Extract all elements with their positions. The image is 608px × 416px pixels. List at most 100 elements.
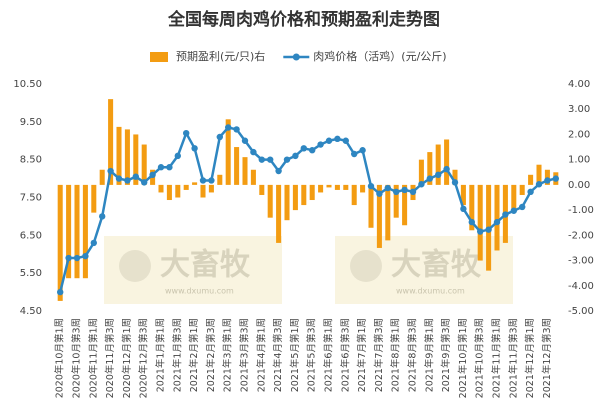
- bar: [309, 184, 315, 201]
- bar: [91, 184, 97, 213]
- legend-swatch: [150, 52, 168, 62]
- bar: [402, 184, 408, 226]
- bar: [158, 184, 164, 193]
- line-marker: [99, 213, 106, 220]
- x-tick-label: 2021年2月第3周: [205, 318, 217, 392]
- line-marker: [149, 171, 156, 178]
- line-marker: [250, 148, 257, 156]
- line-marker: [342, 137, 349, 144]
- y-tick-label: 8.50: [20, 155, 42, 166]
- bar: [200, 184, 206, 198]
- x-tick-label: 2020年11月第3周: [104, 318, 116, 398]
- line-marker: [359, 147, 366, 154]
- bar: [376, 184, 382, 248]
- x-tick-label: 2021年12月第1周: [524, 318, 536, 398]
- bar: [452, 169, 458, 185]
- line-marker: [519, 203, 526, 211]
- bar: [234, 147, 240, 185]
- watermark-url: www.dxumu.com: [396, 287, 465, 296]
- line-marker: [199, 177, 207, 184]
- x-tick-label: 2021年2月第1周: [188, 318, 200, 392]
- bar: [301, 184, 307, 206]
- x-tick-label: 2021年11月第3周: [507, 318, 519, 398]
- y-tick-label: 9.50: [20, 117, 42, 128]
- legend-label: 肉鸡价格（活鸡）(元/公斤): [313, 49, 446, 63]
- legend-label: 预期盈利(元/只)右: [176, 49, 265, 63]
- line-marker: [208, 177, 215, 184]
- bar: [418, 159, 424, 185]
- x-tick-label: 2021年9月第1周: [423, 318, 435, 392]
- bar: [368, 184, 374, 228]
- watermark-url: www.dxumu.com: [165, 287, 234, 296]
- bar: [528, 174, 534, 185]
- bar: [536, 164, 542, 185]
- x-tick-label: 2020年10月第3周: [71, 318, 83, 398]
- line-marker: [435, 171, 442, 178]
- watermark: 大畜牧 www.dxumu.com 大畜牧 www.dxumu.com: [104, 236, 513, 304]
- line-marker: [477, 228, 484, 235]
- line-marker: [325, 137, 333, 144]
- line-marker: [225, 124, 232, 131]
- line-marker: [275, 167, 282, 175]
- line-marker: [82, 252, 89, 260]
- bar: [217, 174, 223, 185]
- line-marker: [426, 175, 433, 182]
- y-tick-label: 7.50: [20, 193, 42, 204]
- watermark-brand: 大畜牧: [391, 248, 482, 283]
- x-tick-label: 2021年7月第1周: [356, 318, 368, 392]
- bar: [276, 184, 282, 243]
- line-marker: [317, 141, 324, 148]
- y2-tick-label: -3.00: [568, 256, 594, 267]
- x-tick-label: 2021年6月第1周: [323, 318, 335, 392]
- y-tick-label: 10.50: [13, 79, 42, 90]
- y2-tick-label: -1.00: [568, 205, 594, 216]
- line-marker: [384, 184, 391, 192]
- line-marker: [367, 182, 375, 190]
- y2-tick-label: 1.00: [568, 155, 590, 166]
- line-marker: [409, 188, 417, 196]
- x-tick-label: 2020年10月第1周: [54, 318, 66, 398]
- bar: [259, 184, 265, 195]
- line-marker: [90, 239, 98, 247]
- x-tick-label: 2021年4月第3周: [272, 318, 284, 392]
- line-marker: [57, 288, 64, 296]
- watermark-logo: [119, 250, 151, 282]
- line-marker: [267, 156, 274, 163]
- line-marker: [485, 226, 492, 233]
- bar: [208, 184, 214, 193]
- bar: [242, 157, 248, 185]
- bar: [141, 144, 147, 185]
- bar: [74, 184, 80, 279]
- y2-tick-label: 2.00: [568, 129, 590, 140]
- x-tick-label: 2021年7月第3周: [373, 318, 385, 392]
- line-marker: [241, 137, 249, 144]
- line-marker: [468, 218, 475, 226]
- x-tick-label: 2021年9月第3周: [440, 318, 452, 392]
- y2-tick-label: -4.00: [568, 281, 594, 292]
- bar: [477, 184, 483, 261]
- line-marker: [401, 186, 408, 194]
- chart-title: 全国每周肉鸡价格和预期盈利走势图: [167, 9, 440, 30]
- bar: [519, 184, 525, 195]
- line-marker: [292, 152, 299, 160]
- line-marker: [351, 150, 358, 158]
- y2-tick-label: -2.00: [568, 230, 594, 241]
- bar: [183, 184, 189, 190]
- bar: [82, 184, 88, 279]
- bar: [351, 184, 357, 206]
- bar: [460, 184, 466, 206]
- line-marker: [157, 164, 165, 171]
- x-tick-label: 2021年10月第3周: [474, 318, 486, 398]
- y-tick-label: 6.50: [20, 230, 42, 241]
- line-marker: [233, 126, 240, 133]
- bar: [427, 152, 433, 185]
- x-tick-label: 2021年1月第3周: [171, 318, 183, 392]
- line-marker: [510, 207, 517, 214]
- line-marker: [183, 129, 190, 137]
- watermark-logo: [350, 250, 382, 282]
- legend-item: 肉鸡价格（活鸡）(元/公斤): [283, 49, 447, 63]
- bar: [469, 184, 475, 231]
- line-marker: [300, 145, 307, 152]
- x-tick-label: 2021年5月第3周: [306, 318, 318, 392]
